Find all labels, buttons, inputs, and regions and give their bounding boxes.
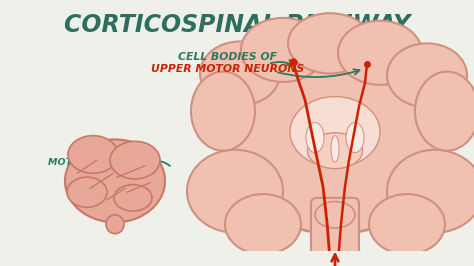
- Ellipse shape: [415, 72, 474, 151]
- Ellipse shape: [220, 45, 450, 234]
- FancyBboxPatch shape: [311, 198, 359, 258]
- Ellipse shape: [338, 21, 422, 85]
- Ellipse shape: [67, 177, 107, 207]
- Ellipse shape: [110, 141, 160, 179]
- Ellipse shape: [200, 41, 280, 106]
- Ellipse shape: [288, 13, 372, 73]
- Ellipse shape: [290, 97, 380, 167]
- Ellipse shape: [65, 139, 165, 222]
- Ellipse shape: [68, 136, 118, 173]
- Ellipse shape: [387, 43, 467, 107]
- Ellipse shape: [331, 136, 339, 162]
- Ellipse shape: [346, 122, 364, 153]
- Ellipse shape: [114, 185, 152, 211]
- Ellipse shape: [225, 194, 301, 254]
- Text: CORTICOSPINAL PATHWAY: CORTICOSPINAL PATHWAY: [64, 13, 410, 37]
- Ellipse shape: [187, 150, 283, 233]
- Text: MOTOR CORTEX: MOTOR CORTEX: [48, 158, 133, 167]
- Ellipse shape: [241, 18, 325, 82]
- Ellipse shape: [369, 194, 445, 254]
- Ellipse shape: [308, 133, 363, 169]
- Ellipse shape: [106, 215, 124, 234]
- Ellipse shape: [306, 122, 324, 153]
- Text: CELL BODIES OF: CELL BODIES OF: [179, 52, 277, 62]
- Text: UPPER MOTOR NEURONS: UPPER MOTOR NEURONS: [151, 64, 305, 74]
- Ellipse shape: [191, 72, 255, 151]
- Ellipse shape: [315, 202, 355, 228]
- Ellipse shape: [387, 150, 474, 233]
